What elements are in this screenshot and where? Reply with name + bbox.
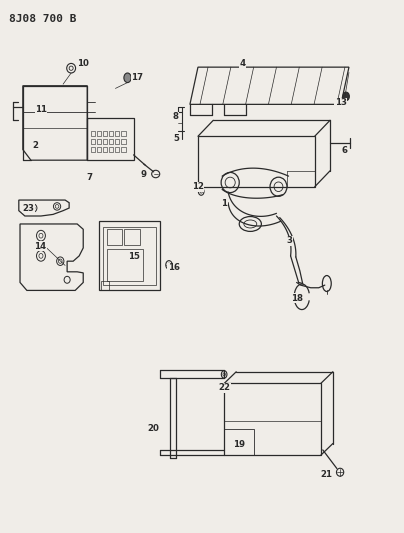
Bar xyxy=(198,136,315,187)
Text: 14: 14 xyxy=(34,242,46,251)
Bar xyxy=(107,249,143,281)
Bar xyxy=(103,148,107,152)
Bar xyxy=(101,281,109,290)
Text: 8: 8 xyxy=(173,112,179,121)
Text: 11: 11 xyxy=(35,105,47,114)
Text: 3: 3 xyxy=(287,237,293,246)
Text: 4: 4 xyxy=(239,59,245,68)
Text: 20: 20 xyxy=(147,424,159,433)
Bar xyxy=(109,132,114,136)
Text: 9: 9 xyxy=(141,170,147,179)
Text: 16: 16 xyxy=(168,263,180,272)
Bar xyxy=(109,140,114,144)
Text: 12: 12 xyxy=(192,182,204,191)
Text: 23: 23 xyxy=(22,204,34,213)
Bar xyxy=(103,140,107,144)
Text: 15: 15 xyxy=(128,253,139,261)
Text: 5: 5 xyxy=(173,134,179,143)
Bar xyxy=(91,132,95,136)
Text: 8J08 700 B: 8J08 700 B xyxy=(9,14,76,24)
Bar xyxy=(122,148,126,152)
Bar xyxy=(122,132,126,136)
Text: 10: 10 xyxy=(77,59,89,68)
Bar xyxy=(122,140,126,144)
Bar xyxy=(87,118,134,160)
Bar xyxy=(116,140,120,144)
Bar xyxy=(116,132,120,136)
Ellipse shape xyxy=(124,73,131,83)
Ellipse shape xyxy=(343,92,349,101)
Bar xyxy=(103,132,107,136)
Bar xyxy=(116,148,120,152)
Text: 19: 19 xyxy=(233,440,245,449)
Bar xyxy=(109,148,114,152)
Bar xyxy=(91,140,95,144)
Text: 2: 2 xyxy=(32,141,38,150)
Text: 18: 18 xyxy=(290,294,303,303)
Text: 22: 22 xyxy=(218,383,230,392)
Text: 13: 13 xyxy=(335,98,347,107)
Text: 1: 1 xyxy=(221,199,227,208)
Text: 6: 6 xyxy=(342,146,348,155)
Bar xyxy=(107,229,122,245)
Bar xyxy=(103,227,156,285)
Text: 7: 7 xyxy=(86,173,93,182)
Bar xyxy=(97,148,101,152)
Bar xyxy=(97,140,101,144)
Bar xyxy=(124,229,140,245)
Bar xyxy=(97,132,101,136)
Text: 17: 17 xyxy=(132,73,144,82)
Text: 21: 21 xyxy=(320,471,332,479)
Bar xyxy=(224,383,321,455)
Bar xyxy=(99,221,160,290)
Bar xyxy=(224,429,255,455)
Bar xyxy=(91,148,95,152)
